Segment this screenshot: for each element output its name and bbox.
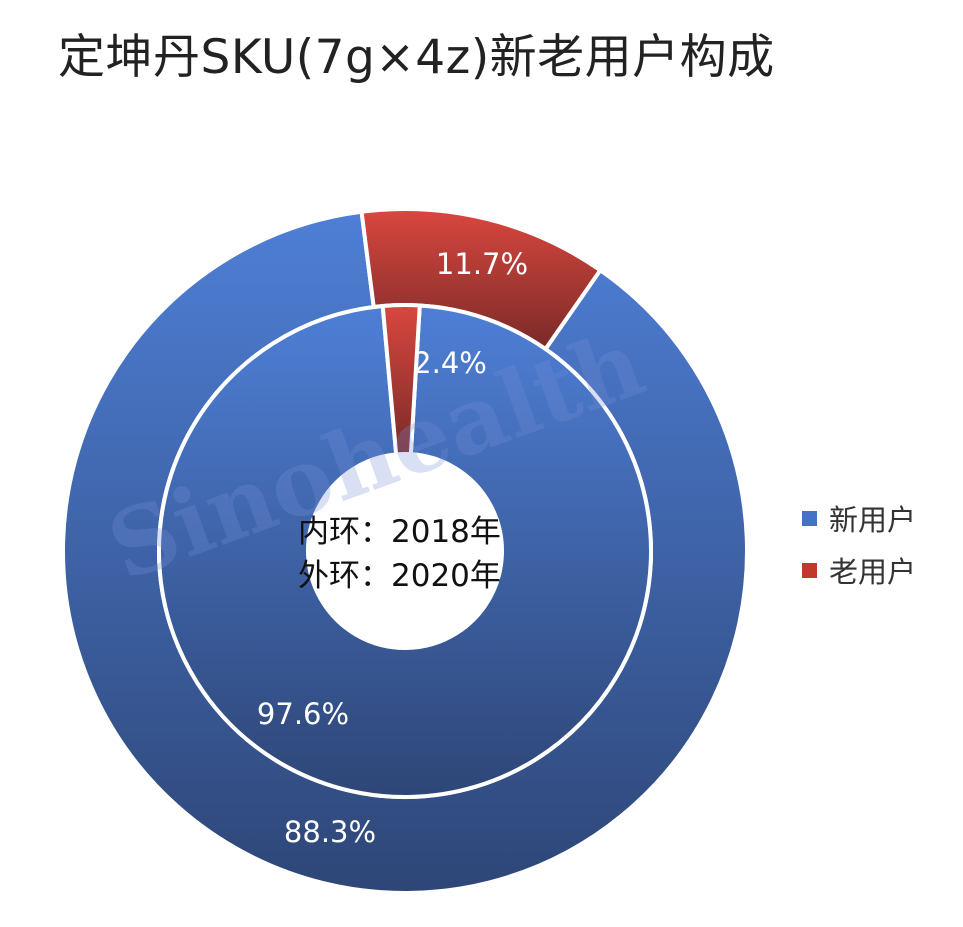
- slice-inner-2018-new-users: [156, 303, 653, 799]
- legend-label-new-users: 新用户: [829, 503, 917, 537]
- data-label-inner-2018-old-users: 2.4%: [413, 346, 487, 380]
- legend-swatch-new-users: [802, 510, 817, 526]
- data-label-inner-2018-new-users: 97.6%: [257, 697, 349, 731]
- chart-title: 定坤丹SKU(7g×4z)新老用户构成: [58, 30, 775, 85]
- ring-description: 内环：2018年 外环：2020年: [298, 510, 501, 598]
- slice-labels-group: 97.6% 2.4% 88.3% 11.7%: [257, 247, 528, 849]
- data-label-outer-2020-new-users: 88.3%: [284, 815, 376, 849]
- legend: 新用户 老用户: [802, 492, 916, 596]
- legend-swatch-old-users: [802, 562, 817, 578]
- legend-item-new-users: 新用户: [802, 492, 916, 544]
- legend-item-old-users: 老用户: [802, 544, 916, 596]
- legend-label-old-users: 老用户: [829, 555, 917, 589]
- inner-ring-note: 内环：2018年: [298, 514, 501, 550]
- slice-inner-2018-old-users: [380, 303, 422, 457]
- data-label-outer-2020-old-users: 11.7%: [436, 247, 528, 281]
- outer-ring-note: 外环：2020年: [298, 558, 501, 594]
- slices-group: [61, 207, 749, 895]
